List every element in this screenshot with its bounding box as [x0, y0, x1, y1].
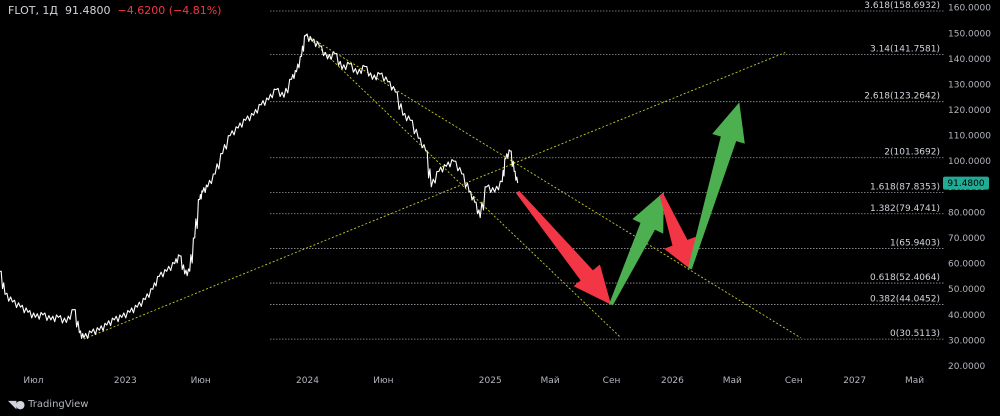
fib-label-0: 3.618(158.6932): [864, 1, 940, 11]
x-tick-label-6: Май: [541, 376, 560, 386]
y-tick-label-2: 40.0000: [948, 311, 985, 321]
x-tick-label-12: Май: [905, 376, 924, 386]
forecast-arrow-up-1: [609, 192, 664, 306]
x-tick-label-11: 2027: [843, 376, 866, 386]
y-tick-label-6: 80.0000: [948, 208, 985, 218]
current-price-text: 91.4800: [947, 179, 984, 189]
x-tick-label-8: 2026: [661, 376, 684, 386]
x-tick-label-7: Сен: [603, 376, 621, 386]
fib-label-6: 1(65.9403): [890, 238, 940, 248]
chart-header: FLOT, 1Д 91.4800 −4.6200 (−4.81%): [8, 4, 221, 17]
x-tick-label-4: Июн: [373, 376, 393, 386]
trend-lines: [83, 34, 801, 340]
watermark[interactable]: ◥● TradingView: [8, 398, 88, 411]
trend-line-1: [305, 34, 801, 339]
y-tick-label-4: 60.0000: [948, 260, 985, 270]
fib-label-5: 1.382(79.4741): [870, 204, 940, 214]
change-label: −4.6200 (−4.81%): [117, 4, 222, 17]
fib-levels: 3.618(158.6932) 3.14(141.7581) 2.618(123.2…: [270, 1, 945, 340]
x-axis: Июл 2023 Июн 2024 Июн 2025 Май Сен 2026 Май Сен 202…: [23, 376, 924, 386]
fib-label-3: 2(101.3692): [884, 148, 940, 158]
fib-label-2: 2.618(123.2642): [864, 92, 940, 102]
y-tick-label-10: 120.0000: [948, 106, 991, 116]
fib-label-1: 3.14(141.7581): [870, 44, 940, 54]
y-tick-label-9: 110.0000: [948, 132, 991, 142]
fib-label-9: 0(30.5113): [890, 329, 940, 339]
current-price-tag: [943, 176, 989, 190]
y-tick-label-5: 70.0000: [948, 234, 985, 244]
y-tick-label-11: 130.0000: [948, 80, 991, 90]
fib-label-8: 0.382(44.0452): [870, 294, 940, 304]
y-tick-label-1: 30.0000: [948, 336, 985, 346]
x-tick-label-9: Май: [723, 376, 742, 386]
forecast-arrow-down-0: [516, 190, 611, 305]
trend-line-2: [309, 38, 622, 339]
y-tick-label-12: 140.0000: [948, 55, 991, 65]
y-tick-label-8: 100.0000: [948, 157, 991, 167]
x-tick-label-3: 2024: [296, 376, 319, 386]
x-tick-label-1: 2023: [114, 376, 137, 386]
y-tick-label-3: 50.0000: [948, 285, 985, 295]
y-tick-label-0: 20.0000: [948, 362, 985, 372]
forecast-arrow-down-2: [659, 193, 696, 269]
trend-line-0: [83, 52, 786, 340]
x-tick-label-5: 2025: [479, 376, 502, 386]
symbol-label: FLOT, 1Д: [8, 4, 59, 17]
y-tick-label-13: 150.0000: [948, 29, 991, 39]
price-line-0: [0, 33, 519, 339]
forecast-arrow-up-3: [688, 102, 745, 270]
x-tick-label-0: Июл: [23, 376, 43, 386]
x-tick-label-2: Июн: [191, 376, 211, 386]
current-price-tag-group: 91.4800: [943, 176, 989, 190]
price-series: [0, 33, 519, 339]
fib-label-7: 0.618(52.4064): [870, 273, 940, 283]
tradingview-logo-icon: ◥●: [8, 398, 25, 411]
x-tick-label-10: Сен: [785, 376, 803, 386]
forecast-arrows: [516, 102, 745, 306]
watermark-text: TradingView: [28, 399, 89, 410]
y-tick-label-14: 160.0000: [948, 4, 991, 14]
price-label: 91.4800: [65, 4, 111, 17]
fib-label-4: 1.618(87.8353): [870, 182, 940, 192]
